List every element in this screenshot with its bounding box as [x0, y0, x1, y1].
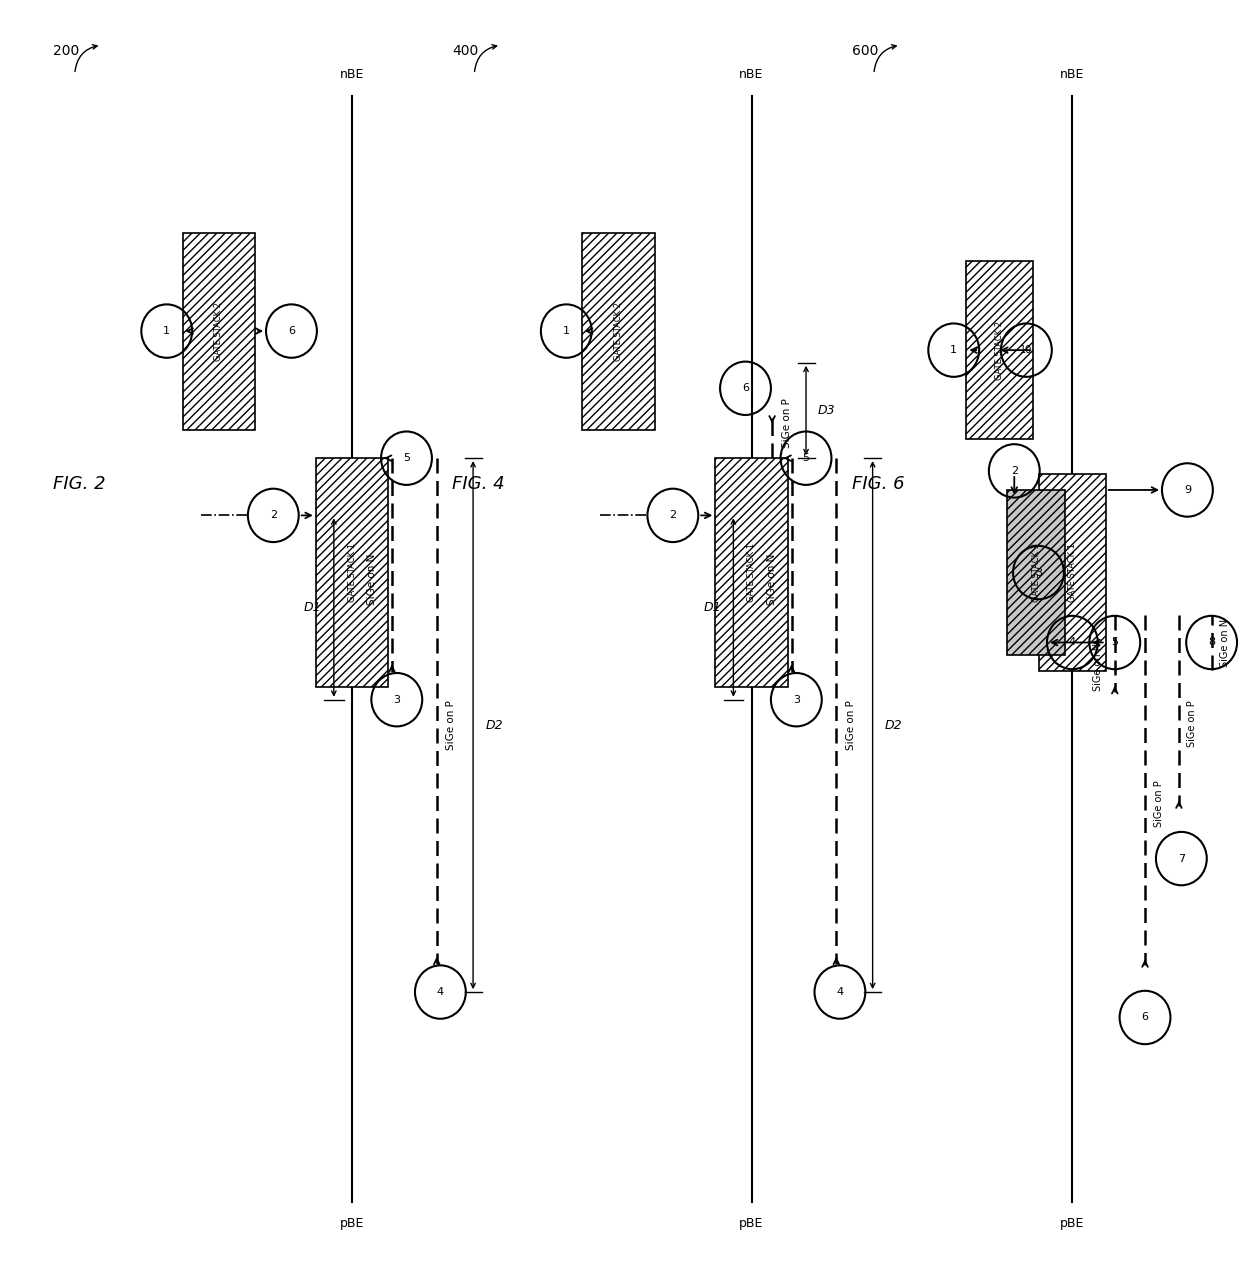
Text: D2: D2: [884, 718, 903, 731]
Bar: [715, 459, 787, 687]
Text: 200: 200: [53, 45, 79, 58]
Text: 2: 2: [670, 510, 676, 520]
Text: GATE STACK 3: GATE STACK 3: [1032, 544, 1040, 603]
Text: SiGe on N: SiGe on N: [1092, 642, 1102, 691]
Text: 6: 6: [288, 326, 295, 337]
Text: GATE STACK 2: GATE STACK 2: [996, 321, 1004, 379]
Text: SiGe on P: SiGe on P: [846, 700, 856, 750]
Text: FIG. 2: FIG. 2: [53, 474, 105, 492]
Text: 3: 3: [1035, 568, 1042, 577]
Text: 600: 600: [852, 45, 878, 58]
Text: GATE STACK 2: GATE STACK 2: [215, 302, 223, 361]
Text: 6: 6: [742, 383, 749, 393]
Text: SiGe on P: SiGe on P: [781, 398, 792, 448]
Bar: [582, 233, 655, 429]
Text: FIG. 6: FIG. 6: [852, 474, 905, 492]
Text: nBE: nBE: [1060, 68, 1085, 81]
Text: SiGe on N: SiGe on N: [367, 554, 377, 605]
Text: SiGe on N: SiGe on N: [1220, 618, 1230, 667]
Text: GATE STACK 1: GATE STACK 1: [1068, 544, 1076, 603]
Bar: [182, 233, 255, 429]
Text: 3: 3: [792, 695, 800, 704]
Text: D1: D1: [304, 601, 321, 614]
Text: SiGe on P: SiGe on P: [1153, 780, 1163, 826]
Text: 4: 4: [436, 987, 444, 997]
Bar: [1007, 490, 1065, 655]
Text: 5: 5: [802, 454, 810, 463]
Text: D3: D3: [818, 403, 836, 418]
Text: 9: 9: [1184, 484, 1190, 495]
Text: D1: D1: [703, 601, 722, 614]
Text: 1: 1: [950, 346, 957, 355]
Text: FIG. 4: FIG. 4: [453, 474, 505, 492]
Text: nBE: nBE: [739, 68, 764, 81]
Text: SiGe on N: SiGe on N: [768, 554, 777, 605]
Text: 5: 5: [403, 454, 410, 463]
Text: nBE: nBE: [340, 68, 365, 81]
Bar: [316, 459, 388, 687]
Text: 4: 4: [1069, 637, 1076, 648]
Text: 7: 7: [1178, 853, 1185, 864]
Text: 6: 6: [1142, 1013, 1148, 1023]
Text: pBE: pBE: [739, 1217, 764, 1230]
Text: 3: 3: [393, 695, 401, 704]
Text: 2: 2: [1011, 466, 1018, 475]
Text: 10: 10: [1021, 346, 1033, 355]
Text: 4: 4: [836, 987, 843, 997]
Bar: [966, 261, 1033, 439]
Text: SiGe on P: SiGe on P: [446, 700, 456, 750]
Text: GATE STACK 1: GATE STACK 1: [746, 544, 756, 603]
Bar: [1039, 474, 1106, 671]
Text: SiGe on P: SiGe on P: [1188, 700, 1198, 747]
Text: 8: 8: [1208, 637, 1215, 648]
Text: D2: D2: [485, 718, 502, 731]
Text: GATE STACK 2: GATE STACK 2: [614, 302, 622, 361]
Text: pBE: pBE: [1060, 1217, 1085, 1230]
Text: 2: 2: [270, 510, 277, 520]
Text: 1: 1: [164, 326, 170, 337]
Text: 400: 400: [453, 45, 479, 58]
Text: pBE: pBE: [340, 1217, 365, 1230]
Text: GATE STACK 1: GATE STACK 1: [347, 544, 357, 603]
Text: 1: 1: [563, 326, 570, 337]
Text: 5: 5: [1111, 637, 1118, 648]
